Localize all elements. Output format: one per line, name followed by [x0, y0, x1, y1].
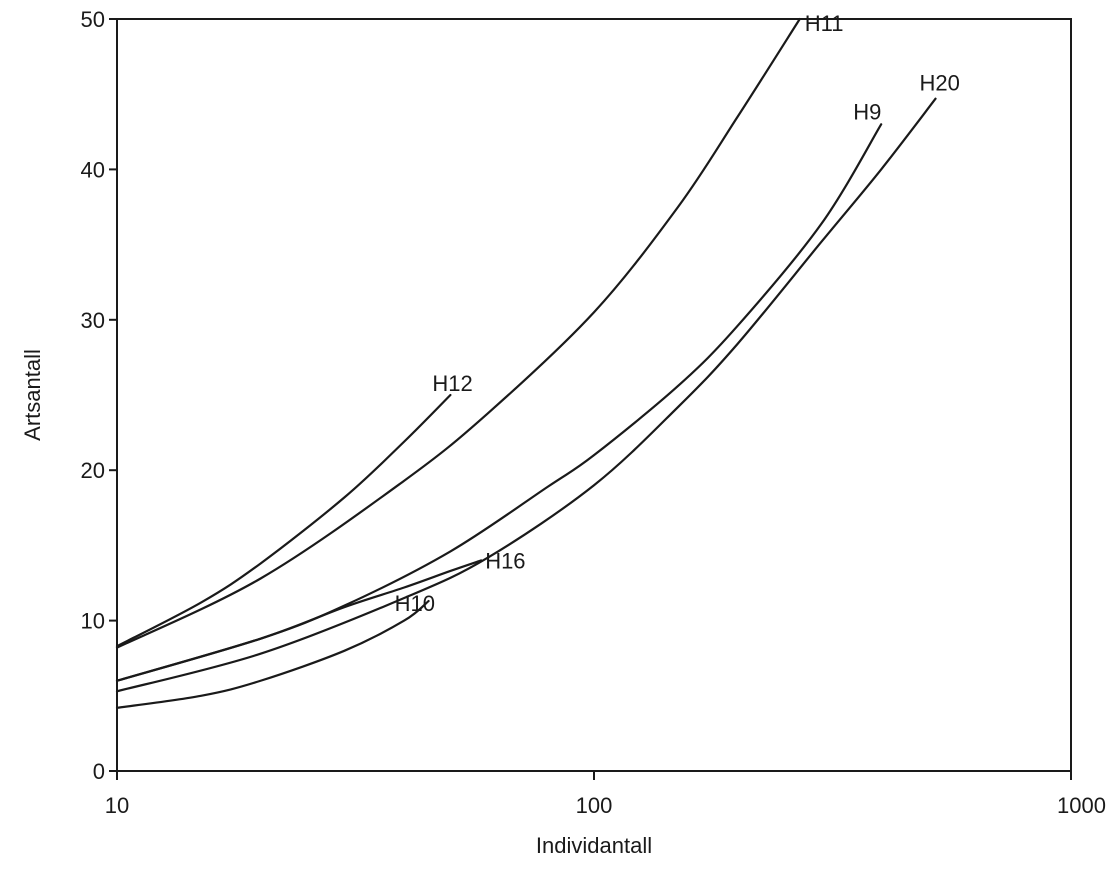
y-tick-label: 40	[81, 157, 105, 182]
x-tick-label: 1000	[1057, 793, 1106, 818]
curve-h11	[115, 17, 801, 649]
y-tick-label: 0	[93, 759, 105, 784]
curve-label-h20: H20	[920, 71, 960, 96]
curve-h20	[115, 97, 937, 693]
y-axis-label: Artsantall	[20, 349, 45, 441]
curve-label-h9: H9	[853, 99, 881, 124]
y-tick-label: 50	[81, 7, 105, 32]
curve-label-h16: H16	[485, 548, 525, 573]
y-tick-label: 30	[81, 308, 105, 333]
curve-h10	[115, 599, 430, 709]
curve-label-h10: H10	[395, 591, 435, 616]
curve-h12	[115, 393, 452, 648]
labels-layer: H12 H11 H9 H20 H16 H10	[395, 11, 960, 616]
curve-label-h11: H11	[805, 11, 844, 36]
y-tick-label: 20	[81, 458, 105, 483]
x-tick-label: 100	[576, 793, 613, 818]
curve-h16	[115, 559, 483, 682]
x-axis-label: Individantall	[536, 833, 652, 858]
curves-layer	[115, 17, 937, 709]
x-tick-label: 10	[105, 793, 129, 818]
curve-label-h12: H12	[432, 371, 472, 396]
y-tick-label: 10	[81, 609, 105, 634]
plot-frame	[116, 18, 1072, 772]
